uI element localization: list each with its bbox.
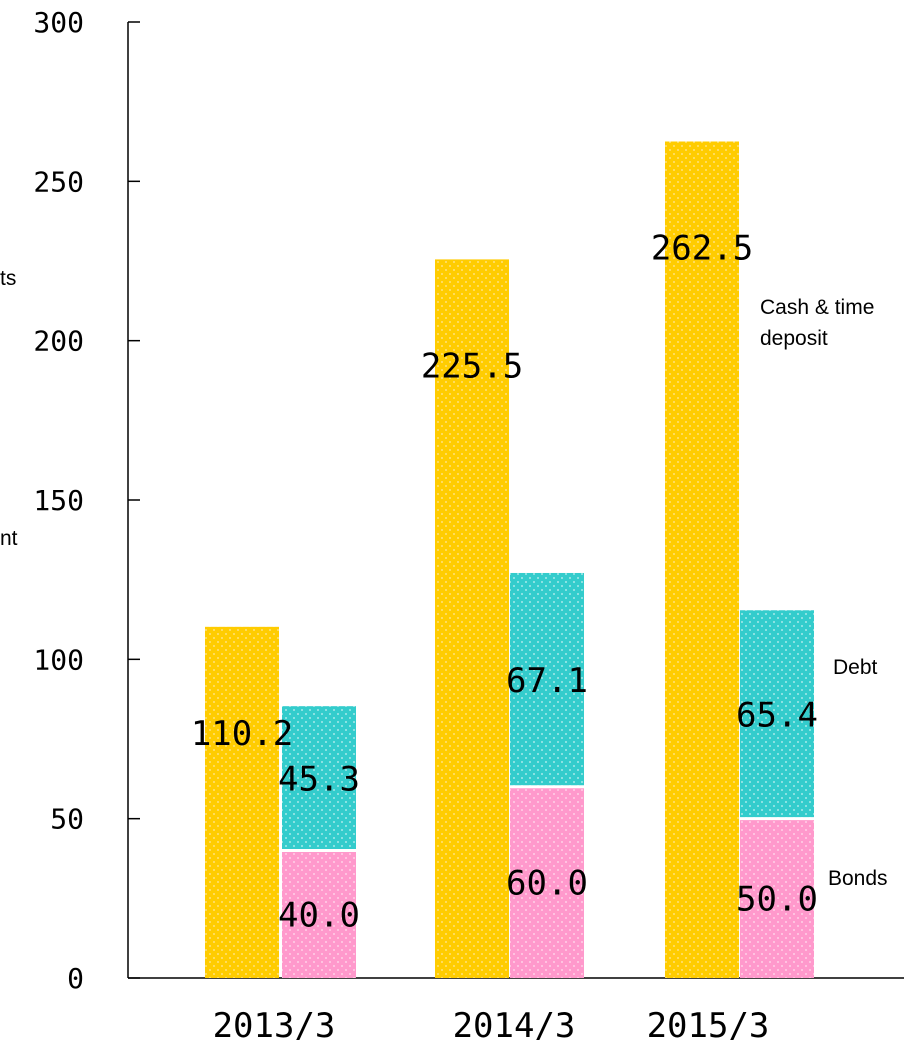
label-bonds-2014-3: 60.0 bbox=[506, 863, 588, 903]
y-tick-label-2: 100 bbox=[33, 643, 84, 676]
label-cash-2014-3: 225.5 bbox=[421, 346, 523, 386]
label-debt-2015-3: 65.4 bbox=[736, 695, 818, 735]
label-debt-2014-3: 67.1 bbox=[506, 661, 588, 701]
x-axis-category-labels: 2013/3 2014/3 2015/3 bbox=[213, 1006, 770, 1040]
x-tick-label-2014-3: 2014/3 bbox=[453, 1006, 576, 1040]
bar-debt-2013-3 bbox=[282, 706, 356, 851]
y-axis-title-fragment-1: nt bbox=[0, 527, 18, 550]
y-axis-title-fragment-0: ts bbox=[0, 267, 16, 290]
legend-label-debt-0: Debt bbox=[833, 656, 878, 679]
y-tick-label-5: 250 bbox=[33, 165, 84, 198]
x-tick-label-2013-3: 2013/3 bbox=[213, 1006, 336, 1040]
legend: Cash & time deposit Bonds Debt bbox=[760, 296, 888, 890]
legend-label-cash-time-deposit-1: deposit bbox=[760, 327, 828, 350]
label-bonds-2015-3: 50.0 bbox=[736, 879, 818, 919]
legend-label-bonds-0: Bonds bbox=[828, 867, 888, 890]
bars bbox=[205, 141, 814, 978]
data-labels: 110.2 225.5 262.5 40.0 45.3 60.0 67.1 50.0 65.4 bbox=[191, 229, 818, 936]
y-axis-title-fragments: ts nt bbox=[0, 267, 18, 550]
bar-bonds-2014-3 bbox=[510, 786, 584, 978]
bar-cash-2013-3 bbox=[205, 626, 279, 978]
y-tick-label-4: 200 bbox=[33, 325, 84, 358]
y-axis-ticks: 0 50 100 150 200 250 300 bbox=[33, 6, 140, 995]
bar-debt-2015-3 bbox=[740, 610, 814, 819]
bar-bonds-2013-3 bbox=[282, 850, 356, 978]
y-tick-label-1: 50 bbox=[50, 803, 84, 836]
bar-cash-2014-3 bbox=[435, 259, 509, 978]
legend-label-cash-time-deposit-0: Cash & time bbox=[760, 296, 874, 319]
label-cash-2015-3: 262.5 bbox=[651, 229, 753, 269]
bar-bonds-2015-3 bbox=[740, 818, 814, 978]
y-tick-label-6: 300 bbox=[33, 6, 84, 39]
y-tick-label-0: 0 bbox=[67, 962, 84, 995]
label-bonds-2013-3: 40.0 bbox=[278, 895, 360, 935]
bar-cash-2015-3 bbox=[665, 141, 739, 978]
y-tick-label-3: 150 bbox=[33, 484, 84, 517]
label-debt-2013-3: 45.3 bbox=[278, 759, 360, 799]
bar-debt-2014-3 bbox=[510, 572, 584, 787]
label-cash-2013-3: 110.2 bbox=[191, 714, 293, 754]
x-tick-label-2015-3: 2015/3 bbox=[647, 1006, 770, 1040]
